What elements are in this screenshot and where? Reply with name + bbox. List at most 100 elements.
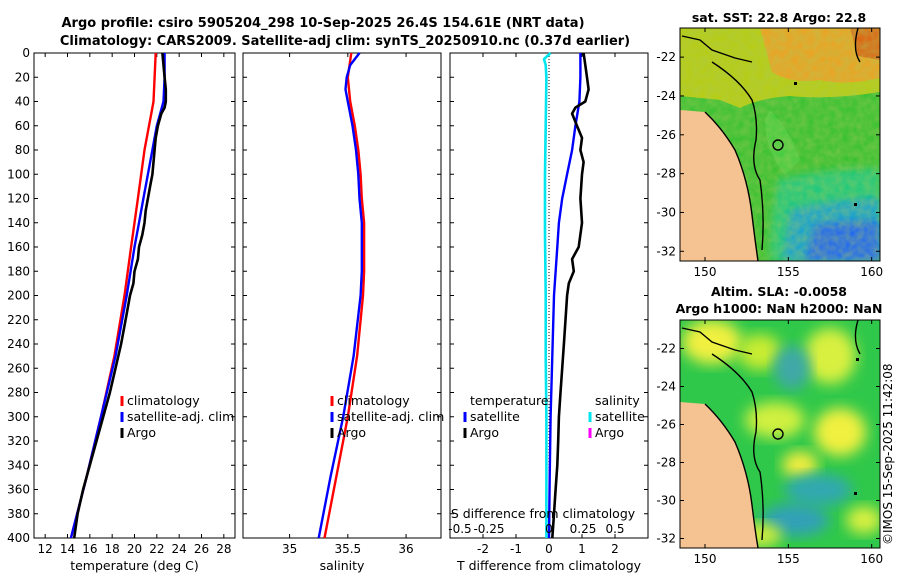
temp-legend-satellite-label: satellite-adj. clim bbox=[127, 409, 234, 424]
sla-map-field bbox=[680, 320, 880, 548]
diff-legend-sal-title: salinity bbox=[595, 393, 640, 408]
xtick-label: 22 bbox=[149, 542, 164, 556]
ytick-label: 240 bbox=[7, 337, 30, 351]
ytick-label: 120 bbox=[7, 192, 30, 206]
ytick-label: 0 bbox=[22, 46, 30, 60]
diff-legend-temp-title: temperature bbox=[470, 393, 549, 408]
diff-legend-sal-satellite-label: satellite bbox=[595, 409, 645, 424]
xtick-label: 1 bbox=[578, 542, 586, 556]
diff-secondary-xlabel: S difference from climatology bbox=[451, 506, 636, 521]
map-ytick-label: -30 bbox=[656, 205, 676, 219]
map-ytick-label: -30 bbox=[656, 494, 676, 508]
diff-salinity-satellite-line bbox=[542, 52, 552, 538]
temp-satellite-line bbox=[69, 53, 166, 539]
ytick-label: 380 bbox=[7, 507, 30, 521]
ytick-label: 200 bbox=[7, 289, 30, 303]
map-ytick-label: -26 bbox=[656, 128, 676, 142]
temperature-profile-xlabel: temperature (deg C) bbox=[70, 558, 199, 573]
map-ytick-label: -32 bbox=[656, 244, 676, 258]
temp-legend-argo-label: Argo bbox=[127, 425, 156, 440]
ytick-label: 100 bbox=[7, 167, 30, 181]
difference-profile-xlabel: T difference from climatology bbox=[456, 558, 642, 573]
sst-map-title: sat. SST: 22.8 Argo: 22.8 bbox=[692, 10, 866, 25]
map-ytick-label: -28 bbox=[656, 167, 676, 181]
ytick-label: 80 bbox=[15, 143, 30, 157]
map-ytick-label: -24 bbox=[656, 89, 676, 103]
diff-legend-sal-argo-label: Argo bbox=[595, 425, 624, 440]
map-xtick-label: 160 bbox=[860, 265, 883, 279]
secondary-xtick-label: 0.25 bbox=[570, 522, 597, 536]
sal-legend-argo-label: Argo bbox=[337, 425, 366, 440]
xtick-label: 24 bbox=[172, 542, 187, 556]
sst-map-field bbox=[680, 28, 880, 261]
diff-legend-temp-argo-label: Argo bbox=[470, 425, 499, 440]
ytick-label: 220 bbox=[7, 313, 30, 327]
sal-satellite-line bbox=[317, 52, 363, 539]
xtick-label: -1 bbox=[510, 542, 522, 556]
sal-legend-climatology-label: climatology bbox=[337, 393, 410, 408]
sal-legend-satellite-label: satellite-adj. clim bbox=[337, 409, 444, 424]
temperature-profile-frame bbox=[33, 52, 236, 539]
map-ytick-label: -22 bbox=[656, 342, 676, 356]
sla-map-axes: 150 155 160 -22 -24 -26 -28 -30 -32 bbox=[656, 320, 883, 566]
xtick-label: 0 bbox=[545, 542, 553, 556]
diff-legend-temp-satellite-label: satellite bbox=[470, 409, 520, 424]
salinity-profile-xlabel: salinity bbox=[320, 558, 365, 573]
ytick-label: 320 bbox=[7, 434, 30, 448]
ytick-label: 40 bbox=[15, 95, 30, 109]
ytick-label: 160 bbox=[7, 240, 30, 254]
xtick-label: -2 bbox=[477, 542, 489, 556]
secondary-xtick-label: -0.5 bbox=[448, 522, 471, 536]
sla-map-title-line2: Argo h1000: NaN h2000: NaN bbox=[676, 301, 883, 316]
xtick-label: 28 bbox=[216, 542, 231, 556]
secondary-xtick-label: -0.25 bbox=[473, 522, 504, 536]
ytick-label: 180 bbox=[7, 264, 30, 278]
temperature-panel: 0 20 40 60 80 100 120 140 160 180 200 220 240 260 280 3… bbox=[7, 46, 236, 573]
map-ytick-label: -24 bbox=[656, 380, 676, 394]
ytick-label: 140 bbox=[7, 216, 30, 230]
salinity-panel: 35 35.5 36 salinity climatologysatellite-adj… bbox=[242, 52, 444, 573]
map-xtick-label: 155 bbox=[777, 552, 800, 566]
ytick-label: 20 bbox=[15, 70, 30, 84]
salinity-profile-frame bbox=[242, 52, 442, 539]
secondary-xtick-label: 0.5 bbox=[605, 522, 624, 536]
imos-watermark: ©IMOS 15-Sep-2025 11:42:08 bbox=[881, 363, 895, 545]
ytick-label: 280 bbox=[7, 386, 30, 400]
ytick-label: 360 bbox=[7, 483, 30, 497]
map-xtick-label: 160 bbox=[860, 552, 883, 566]
xtick-label: 16 bbox=[82, 542, 97, 556]
ytick-label: 340 bbox=[7, 458, 30, 472]
xtick-label: 2 bbox=[611, 542, 619, 556]
ytick-label: 400 bbox=[7, 531, 30, 545]
xtick-label: 18 bbox=[105, 542, 120, 556]
diff-temp-argo-line bbox=[551, 52, 590, 539]
secondary-xtick-label: 0 bbox=[545, 522, 553, 536]
map-ytick-label: -28 bbox=[656, 456, 676, 470]
map-xtick-label: 155 bbox=[777, 265, 800, 279]
map-ytick-label: -26 bbox=[656, 418, 676, 432]
temp-legend-climatology-label: climatology bbox=[127, 393, 200, 408]
map-xtick-label: 150 bbox=[694, 265, 717, 279]
ytick-label: 60 bbox=[15, 119, 30, 133]
sst-map-axes: 150 155 160 -22 -24 -26 -28 -30 -32 bbox=[656, 28, 883, 279]
xtick-label: 12 bbox=[38, 542, 53, 556]
difference-panel: -2 -1 0 1 2 T difference from climatology temp… bbox=[448, 52, 649, 573]
xtick-label: 36 bbox=[398, 542, 413, 556]
figure-title-line2: Climatology: CARS2009. Satellite-adj cli… bbox=[60, 34, 630, 49]
ytick-label: 300 bbox=[7, 410, 30, 424]
xtick-label: 20 bbox=[127, 542, 142, 556]
map-ytick-label: -22 bbox=[656, 50, 676, 64]
sal-climatology-line bbox=[323, 52, 366, 539]
xtick-label: 14 bbox=[60, 542, 75, 556]
temp-argo-line bbox=[72, 52, 168, 539]
sla-map-title-line1: Altim. SLA: -0.0058 bbox=[711, 284, 847, 299]
xtick-label: 35.5 bbox=[334, 542, 361, 556]
figure-title-line1: Argo profile: csiro 5905204_298 10-Sep-2… bbox=[61, 16, 584, 31]
map-xtick-label: 150 bbox=[694, 552, 717, 566]
map-ytick-label: -32 bbox=[656, 532, 676, 546]
xtick-label: 35 bbox=[282, 542, 297, 556]
sst-profile-marker bbox=[772, 139, 784, 151]
sla-profile-marker bbox=[772, 428, 784, 440]
xtick-label: 26 bbox=[194, 542, 209, 556]
